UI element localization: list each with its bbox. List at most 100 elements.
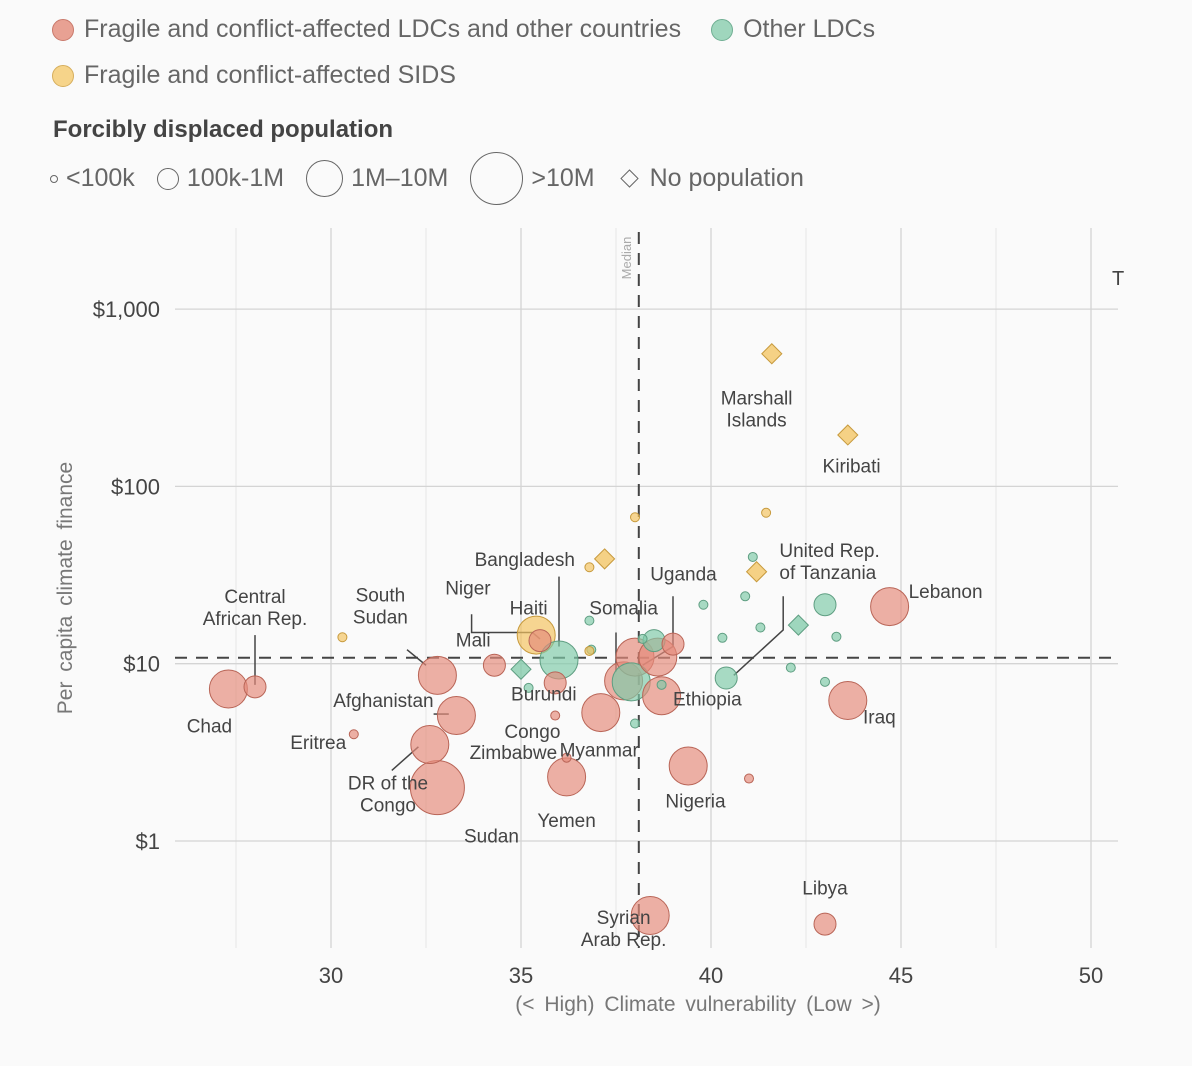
point-label: Haiti [510,598,548,619]
point [637,633,648,644]
united-rep-of-tanzania-point [714,666,738,690]
point [831,631,842,642]
point-label: Eritrea [290,733,346,754]
point-label: Lebanon [909,582,983,603]
point-label-line: Central [224,587,285,608]
point [584,562,595,573]
y-tick-label: $10 [123,652,160,677]
size-label-no-population: No population [649,164,804,192]
point-label-line: United Rep. [779,541,879,562]
point-label-line: African Rep. [203,609,308,630]
lebanon-point [870,587,910,627]
point-label-line: Iraq [863,707,896,728]
point-label-line: Yemen [537,811,595,832]
point-label: South Sudan [353,585,408,628]
point [584,615,595,626]
point [593,548,616,570]
data-points [208,343,910,936]
point-label-line: DR of the [348,774,428,795]
legend-item-other-ldcs[interactable]: Other LDCs [711,15,875,44]
size-label-lt100k: <100k [66,164,135,192]
small-circle-icon [156,167,179,190]
medium-circle-icon [306,160,344,197]
point [785,662,796,673]
size-legend-no-population: No population [617,164,804,193]
point-label: Ethiopia [673,690,742,711]
point-label: Niger [445,579,491,600]
point-label-line: Somalia [589,598,658,619]
point [813,593,837,617]
point-label: DR of the Congo [348,774,428,817]
point-label: Central African Rep. [203,587,308,630]
size-label-1m-10m: 1M–10M [351,164,449,192]
point-label: Sudan [464,827,519,848]
dr-of-the-congo-point [410,725,450,765]
kiribati-point [837,424,859,446]
point-label: Mali [456,631,491,652]
point-label: Somalia [589,598,658,619]
point-label-line: Zimbabwe [470,743,558,764]
legend-item-fragile[interactable]: Fragile and conflict-affected LDCs and o… [52,15,681,44]
ldc-swatch-icon [711,18,734,41]
point-label: Congo [504,722,560,743]
point-label: Nigeria [665,791,726,812]
libya-point [813,912,837,936]
point [820,676,830,687]
point-label: Zimbabwe [470,743,558,764]
size-label-100k-1m: 100k-1M [186,164,285,192]
point-label-line: Sudan [353,607,408,628]
point [661,632,685,656]
point-label-line: Congo [504,722,560,743]
gridlines [175,228,1118,948]
point [755,622,766,633]
large-circle-icon [470,152,524,205]
marshall-islands-point [761,343,783,365]
mali-point [482,653,506,677]
point [337,632,348,643]
point-label-line: Marshall [721,388,793,409]
point [630,718,640,729]
zimbabwe-point [561,752,572,763]
point-label-line: Congo [360,796,416,817]
group-legend-row-2: Fragile and conflict-affected SIDS [52,61,486,90]
point-label-line: Lebanon [909,582,983,603]
size-legend-gt10m: >10M [470,152,595,205]
point-label-line: South [356,585,406,606]
point-label: Kiribati [823,456,881,477]
point-label-line: Haiti [510,598,548,619]
point-label: Chad [187,716,232,737]
point [787,614,810,636]
y-tick-label: $100 [111,474,160,499]
point [761,507,772,518]
point [740,591,751,602]
point-label-line: Chad [187,716,232,737]
point-label-line: Ethiopia [673,690,742,711]
legend-item-sids[interactable]: Fragile and conflict-affected SIDS [52,61,456,90]
point-label-line: Afghanistan [333,691,433,712]
point-label: Syrian Arab Rep. [581,908,667,951]
group-legend-row-1: Fragile and conflict-affected LDCs and o… [52,15,905,44]
point-label-line: Mali [456,631,491,652]
y-axis-label: Per capita climate finance [54,462,77,714]
afghanistan-point [436,696,476,736]
point [630,512,640,523]
size-legend: <100k 100k-1M 1M–10M >10M No population [50,152,826,205]
point-label: Uganda [650,564,717,585]
point-label: Libya [802,878,848,899]
x-tick-label: 35 [509,963,533,988]
point-label-line: Bangladesh [475,550,575,571]
point-label: Afghanistan [333,691,433,712]
tiny-circle-icon [50,174,58,183]
point [584,645,595,656]
point-label-line: of Tanzania [779,563,876,584]
y-tick-label: $1 [136,829,160,854]
point [745,561,768,583]
point [656,679,667,690]
burundi-point [543,671,567,695]
x-tick-label: 40 [699,963,723,988]
south-sudan-point [417,655,457,695]
point-label: Myanmar [560,740,640,761]
point-label-line: Burundi [511,685,577,706]
point [698,599,709,610]
